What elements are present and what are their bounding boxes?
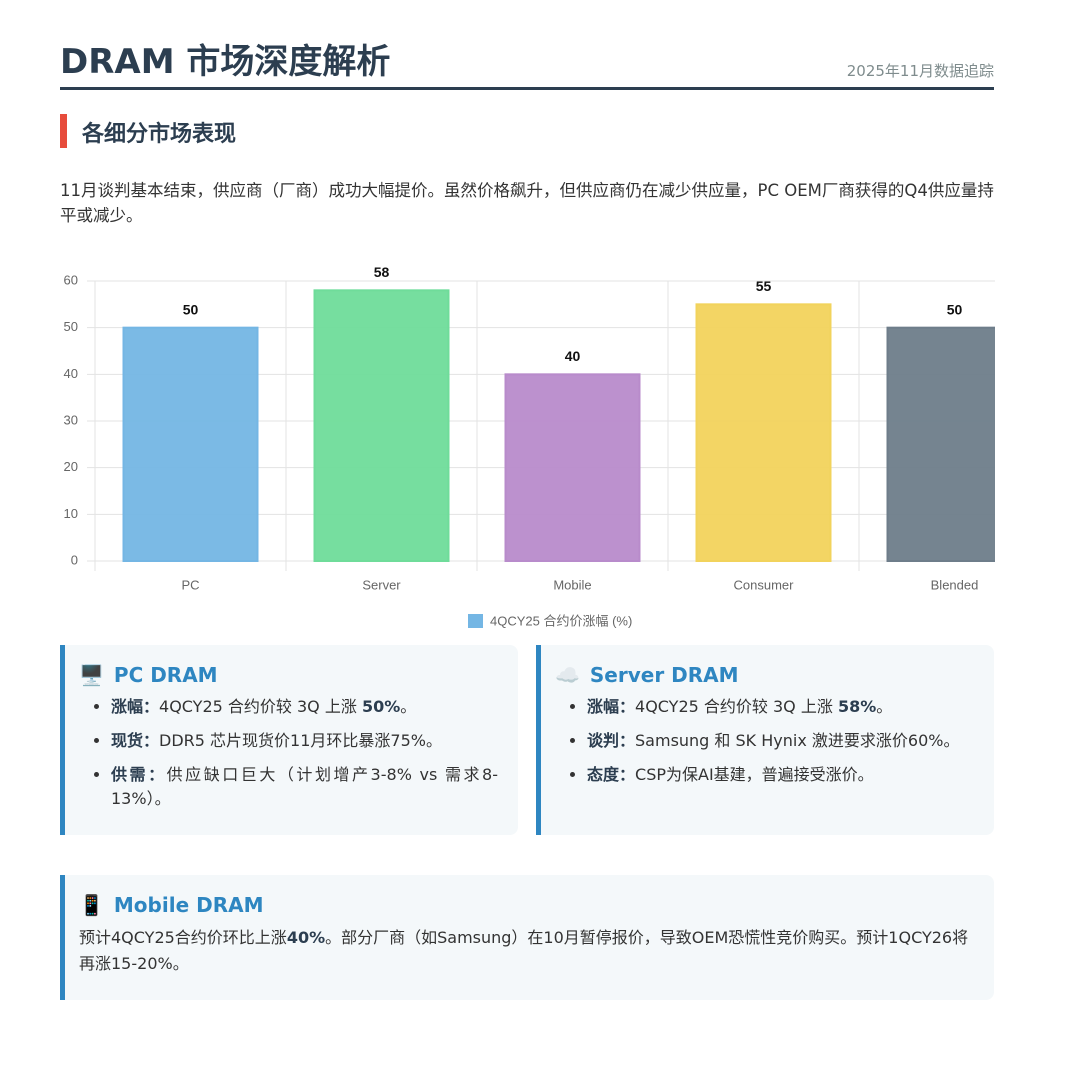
header-rule [60, 87, 994, 90]
x-tick-label: Mobile [553, 577, 591, 592]
page-date: 2025年11月数据追踪 [846, 62, 994, 80]
y-tick-label: 20 [64, 459, 78, 474]
x-tick-label: PC [181, 577, 199, 592]
item-tail: 。 [400, 697, 417, 716]
item-label: 谈判： [587, 731, 636, 750]
info-card: 📱 Mobile DRAM 预计4QCY25合约价环比上涨40%。部分厂商（如Sam… [60, 875, 994, 1000]
card-item: 涨幅：4QCY25 合约价较 3Q 上涨 50%。 [111, 695, 498, 719]
item-label: 涨幅： [111, 697, 160, 716]
value-label: 58 [374, 264, 390, 280]
card-title: 📱 Mobile DRAM [79, 893, 974, 917]
value-label: 55 [756, 278, 772, 294]
card-item: 供需：供应缺口巨大（计划增产3-8% vs 需求8-13%）。 [111, 763, 498, 811]
value-label: 50 [947, 301, 963, 317]
bar [313, 289, 450, 562]
card-title-text: Mobile DRAM [113, 893, 264, 917]
card-title-text: PC DRAM [113, 663, 218, 687]
item-emphasis: 58% [837, 697, 877, 716]
y-tick-label: 10 [64, 506, 78, 521]
card-item: 谈判：Samsung 和 SK Hynix 激进要求涨价60%。 [587, 729, 974, 753]
card-title: ☁️ Server DRAM [555, 663, 974, 687]
card-icon: 🖥️ [79, 663, 104, 687]
bar [122, 326, 259, 562]
x-tick-label: Blended [931, 577, 979, 592]
chart: 0 10 20 30 40 50 60 PC 50 Server 58 Mobile 40 Consume… [64, 264, 995, 628]
section-marker [60, 114, 67, 148]
y-tick-label: 50 [64, 319, 78, 334]
item-label: 态度： [587, 765, 636, 784]
item-text: 4QCY25 合约价较 3Q 上涨 [635, 697, 838, 716]
card-icon: 📱 [79, 893, 104, 917]
card-list: 涨幅：4QCY25 合约价较 3Q 上涨 50%。现货：DDR5 芯片现货价11… [79, 695, 498, 811]
section-title: 各细分市场表现 [82, 122, 237, 147]
info-card: ☁️Server DRAM涨幅：4QCY25 合约价较 3Q 上涨 58%。谈判… [536, 645, 994, 835]
legend-label: 4QCY25 合约价涨幅 (%) [490, 613, 632, 628]
bar [886, 326, 995, 562]
card-icon: ☁️ [555, 663, 580, 687]
y-tick-label: 40 [64, 366, 78, 381]
tail: 。部分厂商（如Samsung）在10月暂停报价，导致OEM恐慌性竞价购买。预计1… [79, 928, 969, 973]
card-item: 态度：CSP为保AI基建，普遍接受涨价。 [587, 763, 974, 787]
page-title: DRAM 市场深度解析 [60, 42, 391, 82]
bar [695, 303, 832, 562]
value-label: 50 [183, 301, 199, 317]
card-item: 现货：DDR5 芯片现货价11月环比暴涨75%。 [111, 729, 498, 753]
card-text: 预计4QCY25合约价环比上涨40%。部分厂商（如Samsung）在10月暂停报… [79, 925, 974, 977]
item-text: Samsung 和 SK Hynix 激进要求涨价60%。 [635, 731, 960, 750]
item-text: 4QCY25 合约价较 3Q 上涨 [159, 697, 362, 716]
item-label: 现货： [111, 731, 160, 750]
text: 预计4QCY25合约价环比上涨 [79, 928, 287, 947]
item-text: CSP为保AI基建，普遍接受涨价。 [635, 765, 874, 784]
x-tick-label: Consumer [734, 577, 795, 592]
value-label: 40 [565, 348, 581, 364]
card-item: 涨幅：4QCY25 合约价较 3Q 上涨 58%。 [587, 695, 974, 719]
x-tick-label: Server [362, 577, 401, 592]
card-title: 🖥️ PC DRAM [79, 663, 498, 687]
card-title-text: Server DRAM [589, 663, 739, 687]
y-tick-label: 60 [64, 272, 78, 287]
item-text: 供应缺口巨大（计划增产3-8% vs 需求8-13%）。 [111, 765, 498, 808]
item-label: 供需： [111, 765, 167, 784]
bar [504, 373, 641, 563]
item-label: 涨幅： [587, 697, 636, 716]
item-emphasis: 50% [361, 697, 401, 716]
section-intro: 11月谈判基本结束，供应商（厂商）成功大幅提价。虽然价格飙升，但供应商仍在减少供… [60, 181, 994, 225]
legend-swatch [468, 614, 483, 628]
item-tail: 。 [876, 697, 893, 716]
y-tick-label: 30 [64, 412, 78, 427]
info-card: 🖥️PC DRAM涨幅：4QCY25 合约价较 3Q 上涨 50%。现货：DDR… [60, 645, 518, 835]
emphasis: 40% [286, 928, 326, 947]
y-tick-label: 0 [71, 552, 78, 567]
card-list: 涨幅：4QCY25 合约价较 3Q 上涨 58%。谈判：Samsung 和 SK… [555, 695, 974, 787]
item-text: DDR5 芯片现货价11月环比暴涨75%。 [159, 731, 442, 750]
